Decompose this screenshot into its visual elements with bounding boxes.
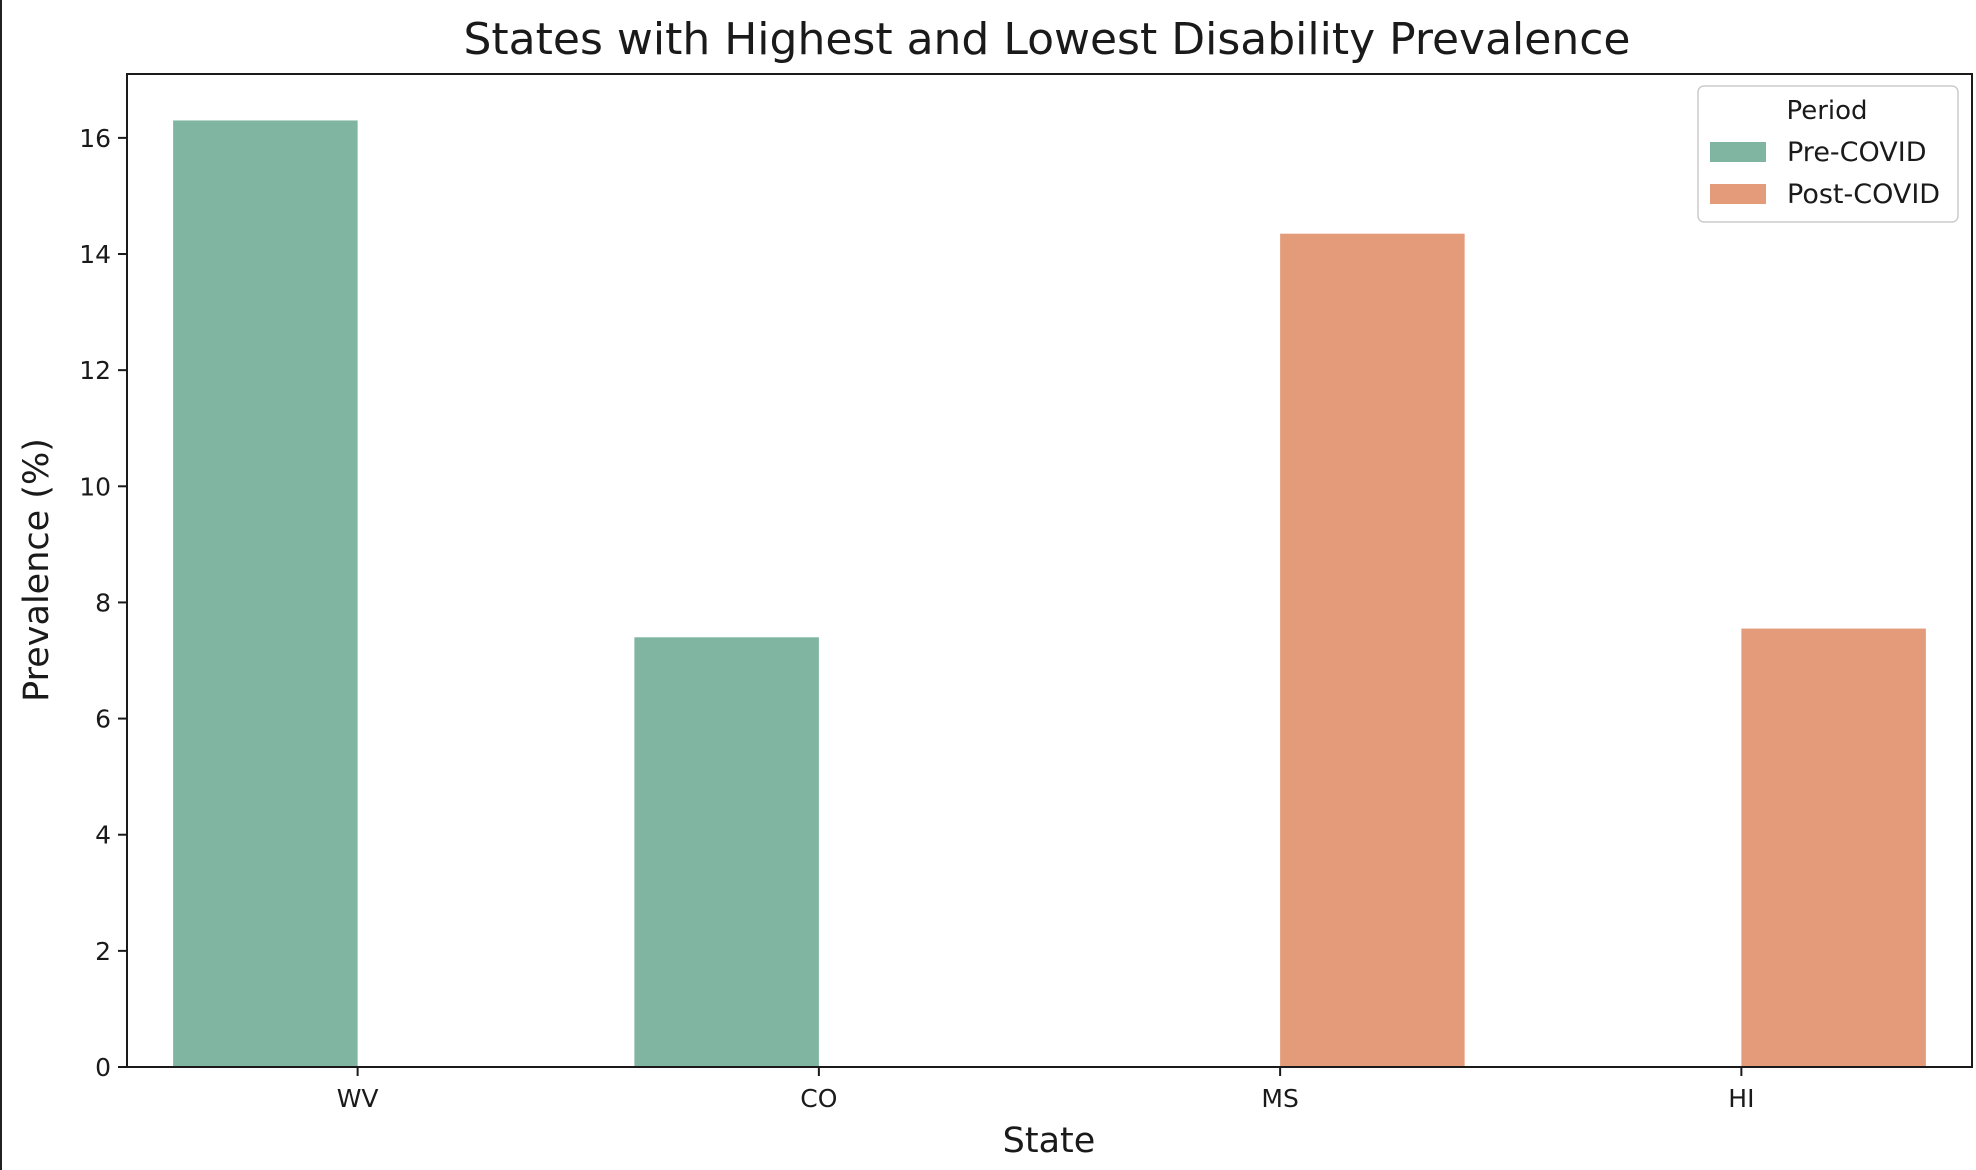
- x-axis-label: State: [1003, 1121, 1096, 1161]
- bar-co-pre-covid: [634, 637, 819, 1067]
- y-tick-label: 16: [79, 124, 111, 153]
- y-tick-label: 2: [95, 937, 111, 966]
- x-axis-ticks: WV CO MS HI: [337, 1067, 1754, 1113]
- x-tick-label-wv: WV: [337, 1084, 379, 1113]
- y-tick-label: 0: [95, 1053, 111, 1082]
- legend-swatch-pre-covid: [1710, 142, 1766, 162]
- plot-area-frame: [126, 73, 1973, 1068]
- y-axis-label: Prevalence (%): [17, 438, 57, 702]
- legend-entry-post-covid: Post-COVID: [1787, 179, 1940, 210]
- chart-title: States with Highest and Lowest Disabilit…: [464, 14, 1631, 65]
- legend-entry-pre-covid: Pre-COVID: [1787, 137, 1927, 168]
- y-tick-label: 14: [79, 240, 111, 269]
- y-tick-label: 10: [79, 472, 111, 501]
- y-tick-label: 6: [95, 705, 111, 734]
- window-left-edge: [0, 0, 2, 1170]
- y-tick-label: 12: [79, 356, 111, 385]
- legend-title: Period: [1786, 96, 1867, 126]
- y-tick-label: 8: [95, 588, 111, 617]
- bar-ms-post-covid: [1280, 233, 1465, 1067]
- bars-group: [173, 120, 1926, 1068]
- bar-hi-post-covid: [1741, 628, 1926, 1067]
- legend-swatch-post-covid: [1710, 184, 1766, 204]
- y-axis-ticks: 0 2 4 6 8 10 12 14 16: [79, 124, 127, 1082]
- x-tick-label-co: CO: [800, 1084, 837, 1113]
- legend: Period Pre-COVID Post-COVID: [1697, 85, 1959, 223]
- bar-wv-pre-covid: [173, 120, 358, 1068]
- x-tick-label-ms: MS: [1261, 1084, 1298, 1113]
- x-tick-label-hi: HI: [1728, 1084, 1754, 1113]
- y-tick-label: 4: [95, 821, 111, 850]
